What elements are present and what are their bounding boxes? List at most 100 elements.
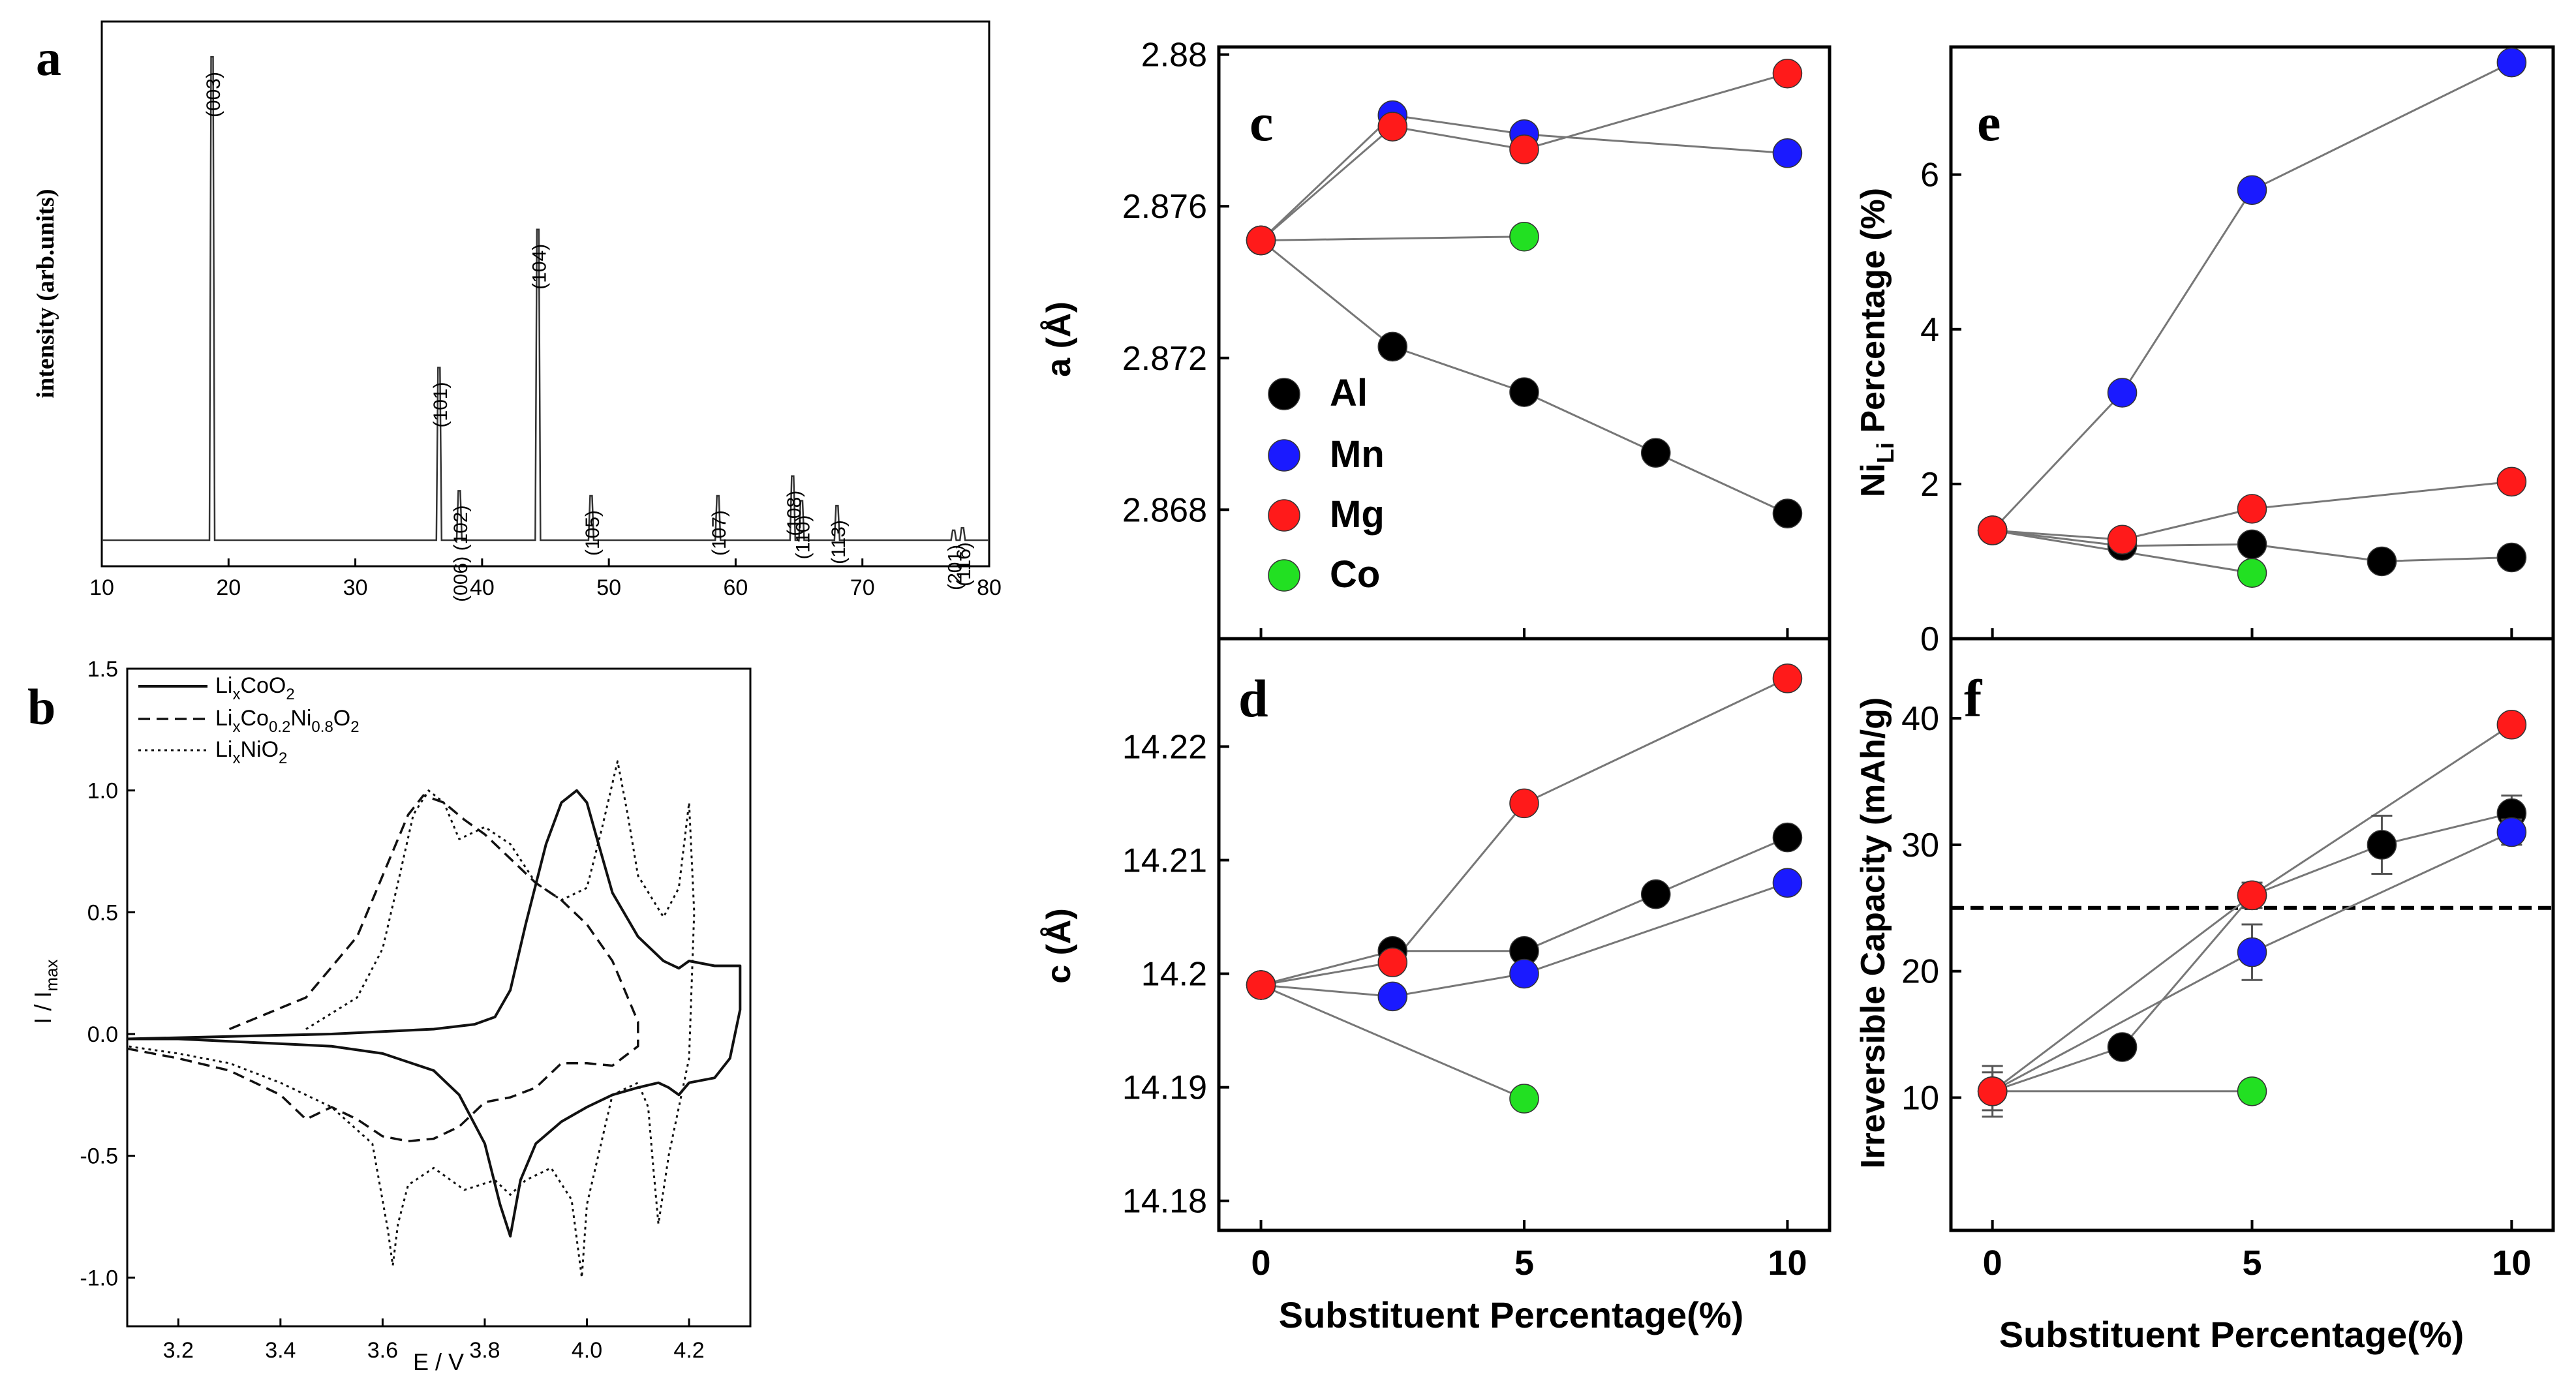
panel-b-xtick-label: 3.2 [163,1338,194,1363]
panel-a-xtick-label: 70 [850,575,875,600]
pf-xtick-label: 0 [1983,1243,2002,1283]
panel-a-xtick-label: 30 [343,575,368,600]
panel-a-peak-label: (006) (102) [450,505,472,601]
panel-b-series-dashed [127,794,639,1143]
panel-a-xtick-label: 50 [596,575,621,600]
panel-b-series-dotted [127,760,696,1279]
panel-b-ytick-label: 1.0 [87,779,118,804]
panel-b-xtick-label: 3.8 [469,1338,500,1363]
panel-a-xtick-label: 20 [216,575,241,600]
pe-point-mg [1977,515,2008,545]
pf-point-al [2367,830,2397,860]
panel-c-label: c [1250,93,1273,152]
panel-a-xtick-label: 40 [470,575,495,600]
pe-point-mn [2496,47,2527,78]
panel-b-legend-label: LixCo0.2Ni0.8O2 [215,706,360,736]
panel-e-ylabel: NiLi Percentage (%) [1854,188,1899,497]
pf-point-mn [2496,817,2527,847]
panel-d-lattice-c: d c (Å) Substituent Percentage(%) 14.18 1… [1040,637,1832,1335]
panel-d-frame [1217,637,1832,1232]
pc-point-mn [1772,138,1803,168]
pe-point-mn [2107,378,2138,408]
panel-a-xtick-label: 60 [724,575,748,600]
pe-point-al [2237,529,2267,560]
panel-f-xlabel: Substituent Percentage(%) [1999,1314,2464,1355]
panel-a-xtick-label: 10 [89,575,114,600]
pc-point-mg [1772,58,1803,89]
panel-b-ylabel: I / Imax [29,959,61,1024]
pf-ytick-label: 10 [1901,1080,1939,1118]
pf-ytick-label: 30 [1901,827,1939,864]
pc-point-mg [1246,225,1276,256]
pe-point-mg [2237,494,2267,524]
pc-line-mn [1260,114,1788,241]
panel-b-frame [126,667,752,1328]
pd-point-mn [1772,868,1803,898]
panel-a-peak-label: (201) [945,545,966,590]
panel-a-ylabel: intensity (arb.units) [32,189,59,399]
pc-ytick-label: 2.868 [1122,491,1207,529]
panel-e-label: e [1977,93,2001,152]
panel-a-peak-label: (104) [529,244,550,290]
panel-c-legend-label: Co [1330,553,1380,596]
pf-point-al [2107,1032,2138,1062]
panel-b-ylabel-sub: max [42,959,61,991]
panel-b-ytick-label: -0.5 [80,1144,118,1169]
panel-e-ni-li: e NiLi Percentage (%) 0 2 4 6 [1854,45,2555,658]
pe-line-mg [1992,480,2512,541]
pc-point-al [1377,331,1408,362]
panel-a-peak-label: (107) [709,510,730,556]
pe-ytick-label: 2 [1920,466,1939,504]
panel-b-xlabel: E / V [413,1348,464,1375]
panel-b-cv: b E / V I / Imax 3.2 3.4 3.6 3.8 4.0 4.2 -1.0 -… [27,657,752,1375]
panel-b-ytick-label: 0.0 [87,1022,118,1047]
pf-ytick-label: 20 [1901,953,1939,991]
pd-line-mn [1261,881,1788,997]
pd-point-mg [1509,788,1539,819]
pd-ytick-label: 14.19 [1122,1069,1207,1107]
panel-c-legend-label: Al [1330,372,1368,414]
panel-c-legend-marker-mg [1268,499,1300,532]
panel-e-ylabel-main: Ni [1854,463,1892,497]
pf-point-mg [1977,1076,2008,1106]
pc-line-co [1261,236,1525,241]
pf-point-mg [2237,880,2267,911]
panel-a-pattern [102,55,989,541]
panel-a-peak-label: (110) [792,515,814,560]
pe-ytick-label: 0 [1920,620,1939,658]
pc-ytick-label: 2.88 [1141,37,1207,74]
pe-line-mn [1991,61,2512,532]
pc-line-mg [1260,72,1788,241]
pd-point-mg [1246,970,1276,1000]
pf-xtick-label: 10 [2492,1243,2531,1283]
panel-c-legend-label: Mg [1330,493,1385,536]
panel-a-peak-label: (116) [953,542,975,586]
panel-a-peak-label: (105) [582,510,604,556]
pd-line-mg [1261,677,1788,986]
pd-point-mn [1509,958,1539,989]
pc-ytick-label: 2.872 [1122,340,1207,378]
pe-point-al [2367,546,2397,577]
panel-a-xtick-label: 80 [977,575,1002,600]
panel-a-peak-label: (101) [430,382,452,427]
panel-c-ylabel: a (Å) [1040,301,1078,377]
pe-point-mg [2496,466,2527,497]
panel-b-xtick-label: 4.0 [572,1338,602,1363]
panel-c-lattice-a: c a (Å) 2.868 2.872 2.876 2.88 Al Mn Mg Co [1040,37,1832,641]
panel-f-ylabel: Irreversible Capacity (mAh/g) [1854,697,1892,1168]
pd-ytick-label: 14.18 [1122,1183,1207,1221]
panel-a-peak-label: (003) [203,72,224,117]
panel-d-xlabel: Substituent Percentage(%) [1279,1294,1744,1335]
panel-b-ytick-label: 0.5 [87,900,118,925]
panel-e-ylabel-rest: Percentage (%) [1854,188,1892,442]
pf-point-co [2237,1076,2267,1106]
pd-ytick-label: 14.22 [1122,728,1207,766]
pd-xtick-label: 5 [1514,1243,1534,1283]
panel-b-legend-label: LixCoO2 [215,673,295,703]
pf-xtick-label: 5 [2242,1243,2262,1283]
pf-point-mg [2496,710,2527,740]
pd-xtick-label: 0 [1251,1243,1271,1283]
panel-c-legend-marker-al [1268,378,1300,410]
pd-point-al [1772,822,1803,853]
